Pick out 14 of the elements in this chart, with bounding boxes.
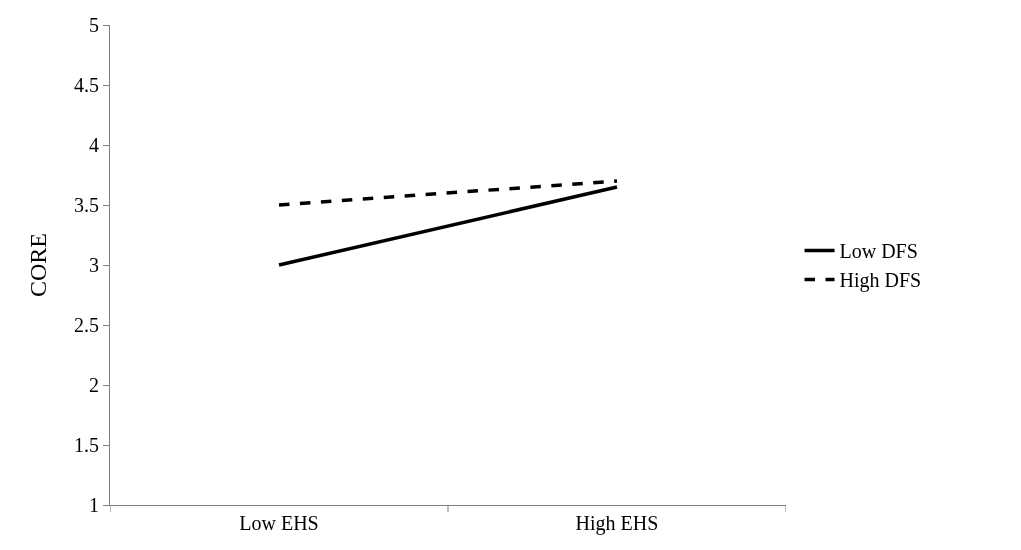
y-tick-label: 1 bbox=[89, 494, 99, 516]
y-tick-label: 4 bbox=[89, 134, 99, 156]
x-tick-label: High EHS bbox=[575, 512, 659, 535]
y-tick-label: 1.5 bbox=[74, 434, 99, 456]
y-tick-label: 5 bbox=[89, 14, 99, 36]
legend-label: Low DFS bbox=[839, 240, 918, 263]
y-tick-label: 4.5 bbox=[74, 74, 99, 96]
y-tick-label: 2.5 bbox=[74, 314, 99, 336]
y-tick-label: 2 bbox=[89, 374, 99, 396]
y-tick-label: 3.5 bbox=[74, 194, 99, 216]
x-tick-label: Low EHS bbox=[239, 512, 319, 534]
y-tick-label: 3 bbox=[89, 254, 99, 276]
legend-label: High DFS bbox=[839, 269, 922, 293]
y-axis-title: CORE bbox=[25, 232, 52, 298]
